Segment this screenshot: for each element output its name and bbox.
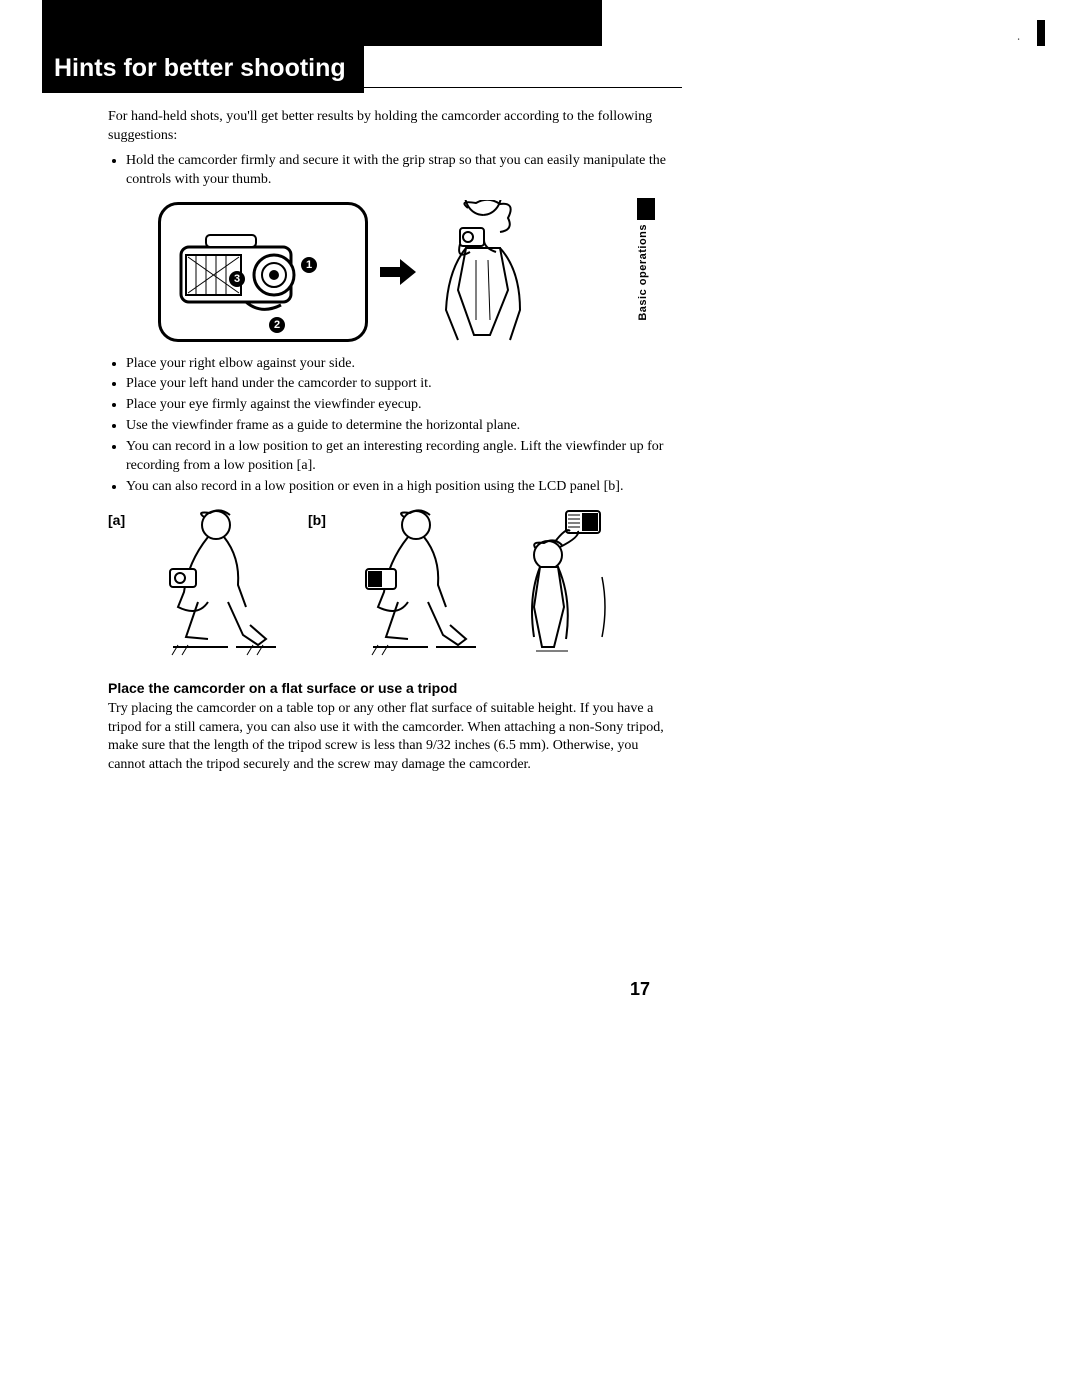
camcorder-diagram: 1 2 3: [158, 202, 368, 342]
high-position-illustration-icon: [508, 507, 618, 657]
body-content: For hand-held shots, you'll get better r…: [108, 108, 678, 775]
manual-page: ∙ Hints for better shooting Basic operat…: [0, 0, 1080, 1385]
page-title: Hints for better shooting: [42, 46, 364, 93]
figure-positions: [a] [b]: [108, 507, 678, 657]
low-position-a-illustration-icon: [158, 507, 288, 657]
list-item: Place your right elbow against your side…: [126, 355, 678, 374]
list-item: Hold the camcorder firmly and secure it …: [126, 152, 678, 190]
person-holding-illustration-icon: [428, 200, 548, 345]
intro-text: For hand-held shots, you'll get better r…: [108, 108, 678, 146]
figure-grip: 1 2 3: [158, 200, 678, 345]
crop-mark: [1037, 20, 1045, 46]
page-number: 17: [630, 979, 650, 1000]
callout-3-icon: 3: [229, 271, 245, 287]
tripod-paragraph: Try placing the camcorder on a table top…: [108, 700, 678, 776]
label-a: [a]: [108, 507, 138, 530]
header-black-block: [42, 0, 602, 46]
list-item: Place your eye firmly against the viewfi…: [126, 396, 678, 415]
low-position-b-illustration-icon: [358, 507, 488, 657]
list-item: Use the viewfinder frame as a guide to d…: [126, 417, 678, 436]
list-item: Place your left hand under the camcorder…: [126, 375, 678, 394]
subheading-tripod: Place the camcorder on a flat surface or…: [108, 679, 678, 698]
list-item: You can record in a low position to get …: [126, 438, 678, 476]
callout-1-icon: 1: [301, 257, 317, 273]
title-underline: [42, 87, 682, 88]
arrow-right-icon: [378, 257, 418, 287]
list-item: You can also record in a low position or…: [126, 478, 678, 497]
label-b: [b]: [308, 507, 338, 530]
callout-2-icon: 2: [269, 317, 285, 333]
camcorder-illustration-icon: [176, 227, 326, 317]
bullet-list-top: Hold the camcorder firmly and secure it …: [108, 152, 678, 190]
bullet-list-main: Place your right elbow against your side…: [108, 355, 678, 497]
scan-speck: ∙: [1017, 32, 1020, 47]
